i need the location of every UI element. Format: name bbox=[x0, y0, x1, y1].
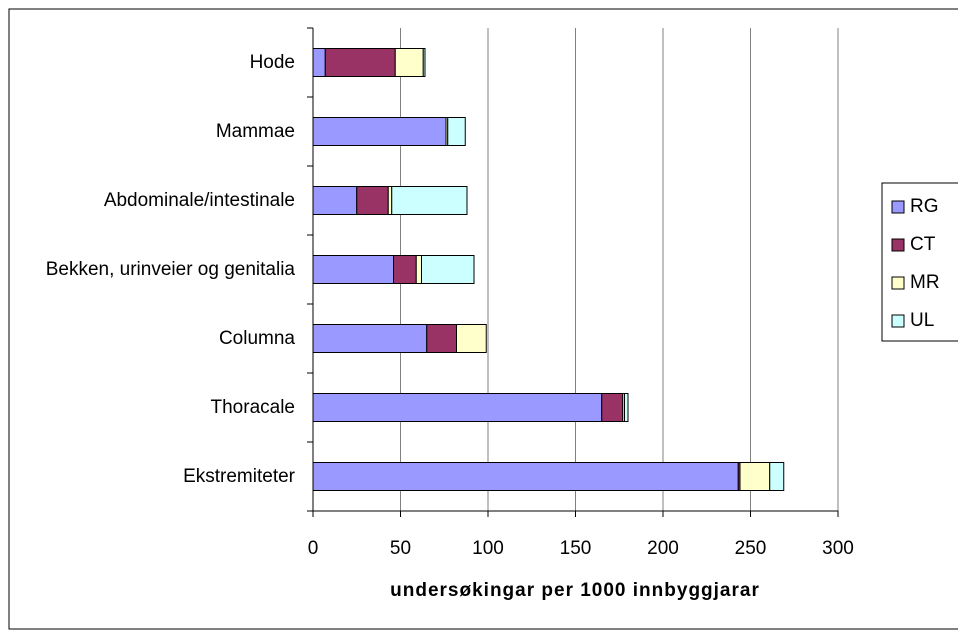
bar-segment bbox=[356, 186, 389, 215]
y-tick-label-box: Abdominale/intestinale bbox=[104, 171, 295, 231]
x-tick-label: 100 bbox=[472, 538, 504, 559]
legend-label: UL bbox=[910, 310, 934, 331]
y-tick-label: Ekstremiteter bbox=[183, 466, 295, 487]
frame bbox=[8, 8, 958, 630]
x-tick-label: 150 bbox=[560, 538, 592, 559]
y-tick-label: Hode bbox=[249, 52, 295, 73]
bar-segment bbox=[312, 462, 739, 491]
y-tick-label-box: Ekstremiteter bbox=[183, 447, 295, 507]
bar-segment bbox=[769, 462, 785, 491]
x-tick-label: 250 bbox=[735, 538, 767, 559]
bar-segment bbox=[601, 393, 624, 422]
bar-segment bbox=[426, 324, 457, 353]
y-tick-label: Bekken, urinveier og genitalia bbox=[45, 259, 295, 280]
legend-swatch bbox=[891, 200, 905, 214]
y-tick-label: Columna bbox=[218, 328, 295, 349]
y-tick-label-box: Columna bbox=[219, 309, 295, 369]
x-axis-label: undersøkingar per 1000 innbyggjarar bbox=[390, 580, 760, 601]
legend-label: RG bbox=[910, 196, 939, 217]
y-tick-label-box: Thoracale bbox=[211, 378, 296, 438]
y-tick-label: Thoracale bbox=[210, 397, 296, 418]
legend-label: MR bbox=[910, 272, 940, 293]
bar-segment bbox=[739, 462, 771, 491]
bar-segment bbox=[312, 255, 394, 284]
legend-label: CT bbox=[910, 234, 936, 255]
bar-segment bbox=[624, 393, 629, 422]
bar-segment bbox=[391, 186, 468, 215]
legend-swatch bbox=[891, 276, 905, 290]
x-tick-label: 50 bbox=[390, 538, 411, 559]
x-tick-label: 300 bbox=[822, 538, 854, 559]
y-tick-label-box: Bekken, urinveier og genitalia bbox=[46, 240, 295, 300]
x-tick-label: 0 bbox=[308, 538, 319, 559]
legend-swatch bbox=[891, 238, 905, 252]
bar-segment bbox=[312, 186, 358, 215]
bar-segment bbox=[394, 48, 424, 77]
bar-segment bbox=[324, 48, 396, 77]
bar-segment bbox=[421, 255, 475, 284]
bar-segment bbox=[456, 324, 487, 353]
bar-segment bbox=[387, 186, 393, 215]
bar-segment bbox=[415, 255, 422, 284]
legend-swatch bbox=[891, 314, 905, 328]
bar-segment bbox=[312, 117, 447, 146]
y-tick-label-box: Hode bbox=[250, 33, 295, 93]
y-tick-label-box: Mammae bbox=[216, 102, 295, 162]
bar-segment bbox=[312, 393, 603, 422]
y-tick-label: Abdominale/intestinale bbox=[103, 190, 295, 211]
bar-segment bbox=[312, 324, 428, 353]
bar-segment bbox=[422, 48, 426, 77]
bar-segment bbox=[447, 117, 466, 146]
bar-segment bbox=[393, 255, 417, 284]
x-tick-label: 200 bbox=[647, 538, 679, 559]
y-tick-label: Mammae bbox=[215, 121, 295, 142]
bar-segment bbox=[312, 48, 326, 77]
